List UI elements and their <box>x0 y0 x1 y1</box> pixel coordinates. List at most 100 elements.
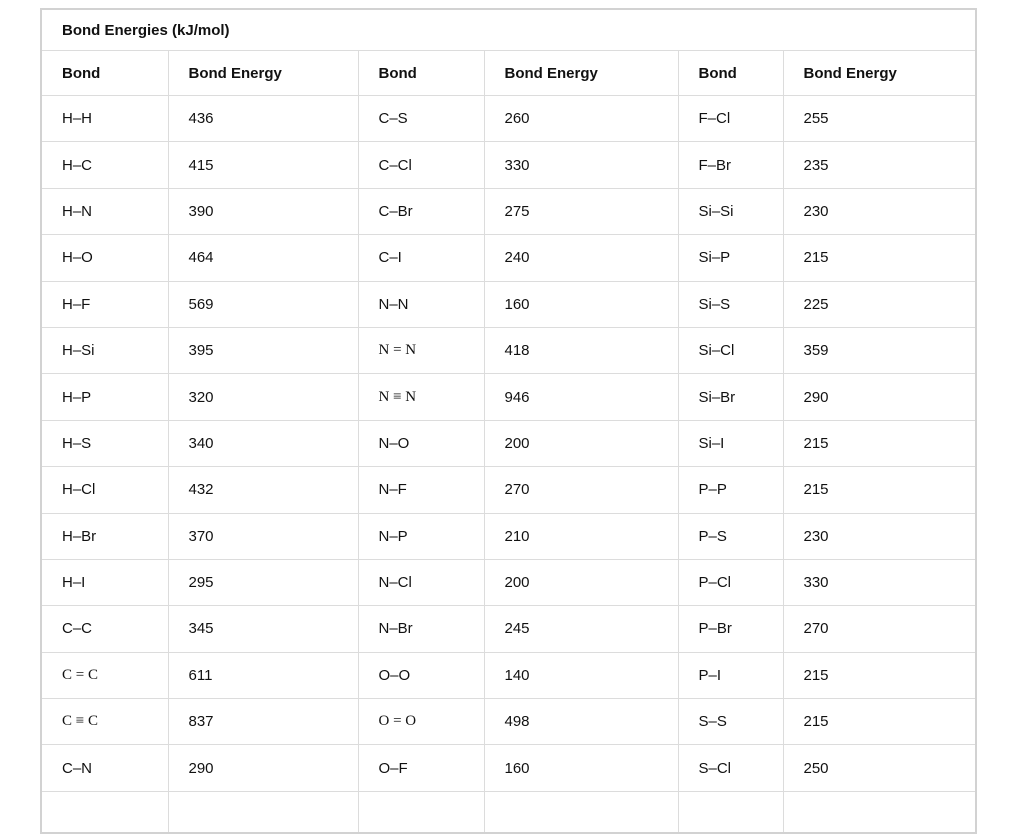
energy-cell <box>782 790 977 834</box>
partial-clipped-row <box>40 790 977 834</box>
energy-cell: 436 <box>167 94 359 143</box>
energy-cell: 837 <box>167 698 359 746</box>
column-header-bond-1: Bond <box>40 50 169 96</box>
energy-cell: 611 <box>167 651 359 700</box>
bond-cell: C–N <box>40 744 169 792</box>
bond-cell: P–P <box>677 466 784 514</box>
bond-cell: H–C <box>40 141 169 189</box>
energy-cell: 250 <box>782 744 977 792</box>
energy-cell: 270 <box>483 466 679 514</box>
table-row: H–F 569 N–N 160 Si–S 225 <box>40 280 977 328</box>
table-row: H–Cl 432 N–F 270 P–P 215 <box>40 466 977 514</box>
table-row: H–Br 370 N–P 210 P–S 230 <box>40 512 977 560</box>
bond-cell: Si–P <box>677 234 784 282</box>
table-row: H–Si 395 N = N 418 Si–Cl 359 <box>40 326 977 375</box>
bond-cell: S–S <box>677 698 784 746</box>
energy-cell: 390 <box>167 187 359 236</box>
bond-cell: N–P <box>357 512 485 560</box>
bond-cell: C–Br <box>357 187 485 236</box>
table-row: C–C 345 N–Br 245 P–Br 270 <box>40 605 977 653</box>
energy-cell: 235 <box>782 141 977 189</box>
energy-cell: 464 <box>167 234 359 282</box>
bond-energies-table-container: Bond Energies (kJ/mol) Bond Bond Energy … <box>40 8 978 834</box>
energy-cell: 160 <box>483 744 679 792</box>
bond-cell: O = O <box>357 698 485 746</box>
energy-cell: 290 <box>167 744 359 792</box>
energy-cell: 275 <box>483 187 679 236</box>
bond-cell: H–N <box>40 187 169 236</box>
energy-cell: 330 <box>483 141 679 189</box>
bond-cell: Si–Br <box>677 373 784 421</box>
title-row: Bond Energies (kJ/mol) <box>40 8 977 51</box>
bond-cell: Si–Cl <box>677 326 784 375</box>
bond-cell: H–I <box>40 558 169 607</box>
bond-cell: P–S <box>677 512 784 560</box>
column-header-bond-2: Bond <box>357 50 485 96</box>
energy-cell: 395 <box>167 326 359 375</box>
bond-cell: P–I <box>677 651 784 700</box>
energy-cell: 230 <box>782 187 977 236</box>
energy-cell: 359 <box>782 326 977 375</box>
energy-cell: 215 <box>782 234 977 282</box>
bond-cell: P–Br <box>677 605 784 653</box>
energy-cell: 200 <box>483 419 679 468</box>
bond-cell <box>357 790 485 834</box>
bond-cell: N–Br <box>357 605 485 653</box>
energy-cell: 215 <box>782 698 977 746</box>
bond-cell: N = N <box>357 326 485 375</box>
bond-cell: H–S <box>40 419 169 468</box>
table-row: C = C 611 O–O 140 P–I 215 <box>40 651 977 700</box>
energy-cell: 415 <box>167 141 359 189</box>
table-row: H–H 436 C–S 260 F–Cl 255 <box>40 94 977 143</box>
energy-cell: 569 <box>167 280 359 328</box>
bond-cell <box>677 790 784 834</box>
bond-energies-table: Bond Energies (kJ/mol) Bond Bond Energy … <box>40 8 978 834</box>
bond-cell: H–H <box>40 94 169 143</box>
bond-cell: C–C <box>40 605 169 653</box>
energy-cell: 210 <box>483 512 679 560</box>
bond-cell: H–O <box>40 234 169 282</box>
bond-cell: H–Cl <box>40 466 169 514</box>
table-row: H–S 340 N–O 200 Si–I 215 <box>40 419 977 468</box>
bond-cell: O–F <box>357 744 485 792</box>
table-title: Bond Energies (kJ/mol) <box>40 8 977 51</box>
energy-cell: 245 <box>483 605 679 653</box>
column-header-bond-3: Bond <box>677 50 784 96</box>
energy-cell: 270 <box>782 605 977 653</box>
bond-cell: C ≡ C <box>40 698 169 746</box>
column-header-bond-energy-2: Bond Energy <box>483 50 679 96</box>
bond-cell: N–O <box>357 419 485 468</box>
energy-cell: 160 <box>483 280 679 328</box>
header-row: Bond Bond Energy Bond Bond Energy Bond B… <box>40 50 977 96</box>
bond-cell: Si–I <box>677 419 784 468</box>
table-row: H–C 415 C–Cl 330 F–Br 235 <box>40 141 977 189</box>
bond-cell: C = C <box>40 651 169 700</box>
energy-cell: 320 <box>167 373 359 421</box>
energy-cell: 215 <box>782 419 977 468</box>
bond-cell: N–Cl <box>357 558 485 607</box>
table-row: H–O 464 C–I 240 Si–P 215 <box>40 234 977 282</box>
bond-cell: H–Si <box>40 326 169 375</box>
energy-cell: 946 <box>483 373 679 421</box>
energy-cell: 370 <box>167 512 359 560</box>
column-header-bond-energy-3: Bond Energy <box>782 50 977 96</box>
energy-cell: 255 <box>782 94 977 143</box>
bond-cell: N–F <box>357 466 485 514</box>
bond-cell: S–Cl <box>677 744 784 792</box>
energy-cell: 225 <box>782 280 977 328</box>
energy-cell: 432 <box>167 466 359 514</box>
bond-cell: H–P <box>40 373 169 421</box>
energy-cell: 345 <box>167 605 359 653</box>
bond-cell: P–Cl <box>677 558 784 607</box>
energy-cell: 260 <box>483 94 679 143</box>
energy-cell: 295 <box>167 558 359 607</box>
bond-cell: C–Cl <box>357 141 485 189</box>
energy-cell: 498 <box>483 698 679 746</box>
energy-cell: 215 <box>782 651 977 700</box>
bond-cell: N ≡ N <box>357 373 485 421</box>
energy-cell: 200 <box>483 558 679 607</box>
energy-cell: 140 <box>483 651 679 700</box>
energy-cell: 330 <box>782 558 977 607</box>
bond-cell: H–Br <box>40 512 169 560</box>
energy-cell: 290 <box>782 373 977 421</box>
